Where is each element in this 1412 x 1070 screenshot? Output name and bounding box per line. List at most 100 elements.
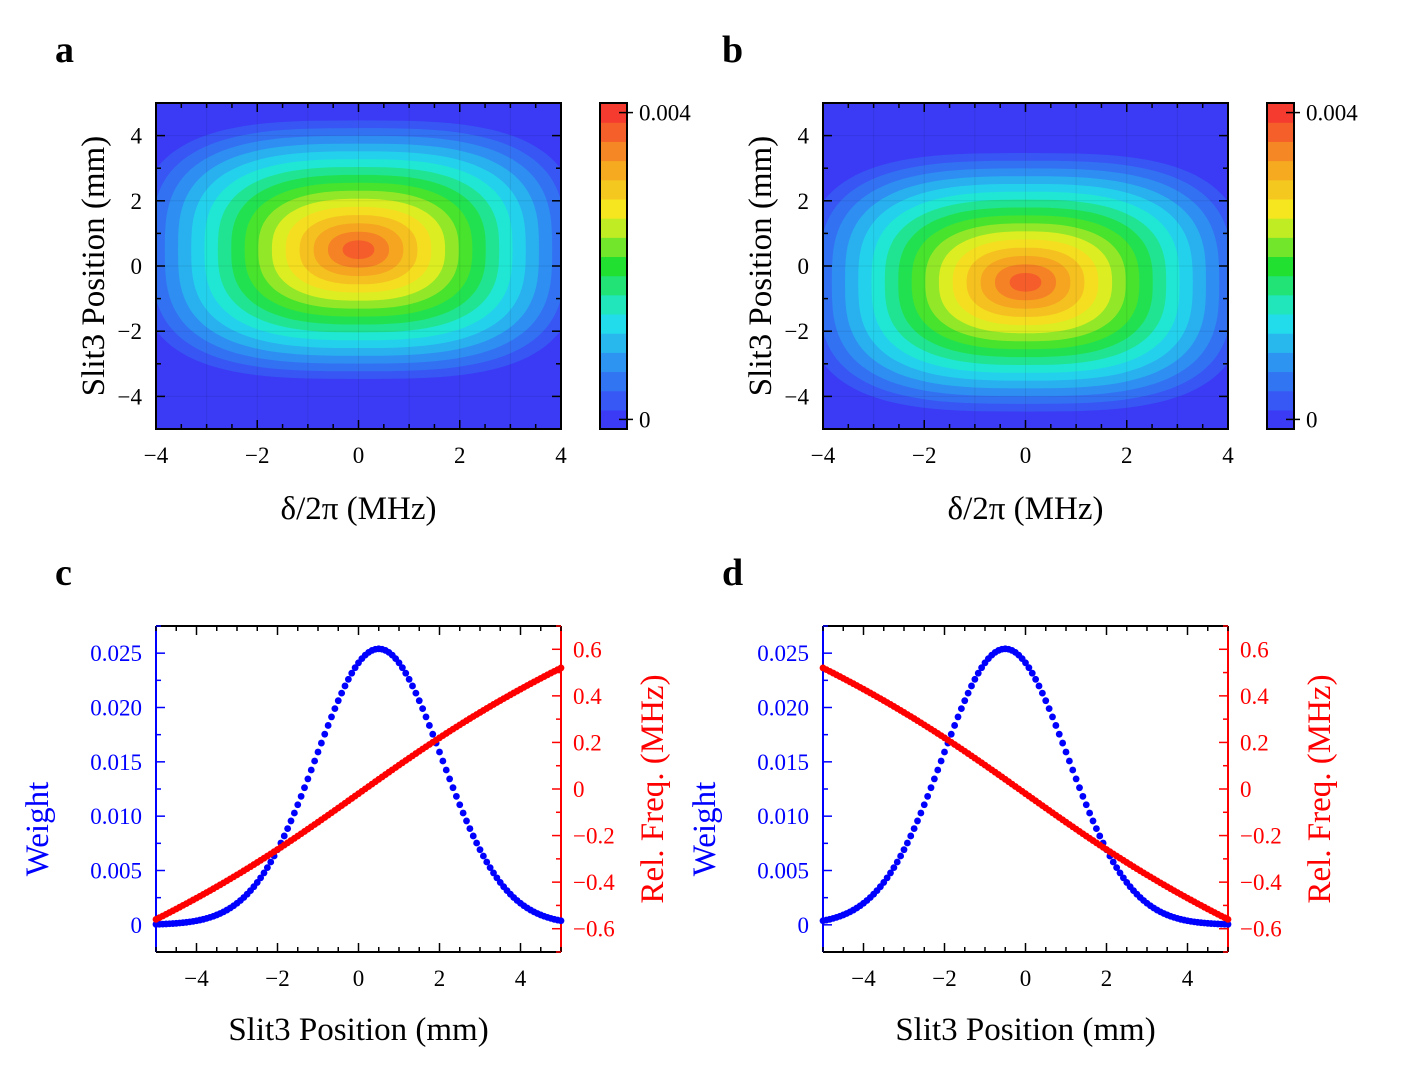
panel-c: −4 −2 0 2 4 0 0.005 0.010 0.015 0.020 0.025 −0.6 −0.… [20, 625, 671, 1048]
left-tick-label: 0.020 [90, 696, 142, 721]
heatmap-a-xtick-label: 4 [555, 443, 567, 468]
heatmap-b-xtick-label: −2 [912, 443, 936, 468]
weight-point [473, 839, 481, 847]
weight-point [466, 825, 474, 832]
right-tick-label: −0.2 [573, 824, 615, 849]
weight-point [456, 801, 464, 809]
scatter-d-xtick-label: 2 [1101, 966, 1113, 991]
left-tick-label: 0.010 [90, 804, 142, 829]
weight-point [267, 858, 275, 866]
weight-point [452, 792, 460, 800]
weight-point [307, 766, 315, 774]
weight-point [941, 748, 948, 756]
weight-point [978, 664, 986, 672]
colorbar-tick-label: 0.004 [639, 101, 691, 126]
weight-point [334, 697, 342, 705]
heatmap-ytick-label: 0 [798, 254, 810, 279]
weight-point [348, 669, 356, 677]
weight-point [317, 739, 325, 747]
colorbar-segment [1267, 141, 1294, 162]
weight-point [469, 832, 477, 840]
weight-point [476, 846, 484, 854]
panel-label-a: a [55, 29, 74, 71]
weight-point [1089, 817, 1097, 825]
weight-point [1042, 697, 1050, 705]
weight-point [1109, 858, 1117, 866]
weight-point [1224, 920, 1232, 928]
weight-point [290, 809, 298, 817]
colorbar-segment [1267, 218, 1294, 238]
weight-point [1076, 784, 1083, 792]
panel-label-b: b [722, 29, 743, 71]
weight-point [890, 864, 898, 872]
y-axis-label: Slit3 Position (mm) [743, 136, 779, 396]
left-tick-label: 0.005 [90, 859, 142, 884]
weight-point [1035, 682, 1043, 690]
weight-point [1028, 669, 1036, 677]
weight-point [436, 748, 443, 756]
colorbar-segment [1267, 333, 1294, 353]
weight-point [419, 705, 427, 713]
weight-point [974, 669, 982, 677]
weight-point [947, 730, 955, 738]
scatter-c-xtick-label: −4 [184, 966, 209, 991]
weight-point [314, 748, 322, 756]
weight-point [914, 817, 921, 825]
weight-point [934, 766, 942, 774]
weight-point [301, 784, 308, 792]
left-tick-label: 0.010 [757, 804, 809, 829]
colorbar-segment [600, 198, 627, 219]
weight-point [341, 682, 349, 690]
weight-point [557, 917, 565, 925]
weight-point [284, 825, 292, 832]
heatmap-ytick-label: 2 [798, 189, 810, 214]
weight-point [1069, 766, 1077, 774]
weight-point [304, 775, 312, 783]
weight-point [930, 775, 938, 783]
scatter-d-xtick-label: −2 [932, 966, 956, 991]
weight-point [412, 689, 420, 697]
x-axis-label: δ/2π (MHz) [948, 491, 1104, 527]
colorbar-frame [1266, 102, 1295, 430]
weight-point [483, 858, 491, 866]
heatmap-a-xtick-label: 2 [454, 443, 466, 468]
weight-point [961, 697, 969, 705]
x-axis-label: Slit3 Position (mm) [228, 1012, 488, 1048]
weight-point [1072, 775, 1080, 783]
scatter-d-xtick-label: 4 [1182, 966, 1194, 991]
weight-point [429, 730, 437, 738]
left-axis-label: Weight [687, 782, 723, 877]
heatmap-b-xtick-label: 0 [1020, 443, 1032, 468]
weight-point [490, 869, 497, 877]
heatmap-ytick-label: 2 [131, 189, 143, 214]
right-tick-label: 0.6 [1240, 637, 1269, 662]
weight-point [1059, 739, 1067, 747]
weight-point [893, 858, 901, 866]
right-tick-label: −0.4 [1240, 870, 1282, 895]
heatmap-ytick-label: 4 [131, 124, 143, 149]
colorbar-segment [1267, 294, 1294, 315]
weight-point [422, 713, 430, 721]
weight-point [957, 705, 965, 713]
panel-label-c: c [55, 552, 72, 594]
colorbar-tick-label: 0 [639, 407, 651, 432]
weight-point [1116, 869, 1124, 877]
weight-point [971, 675, 979, 683]
colorbar-segment [600, 218, 627, 238]
weight-point [897, 852, 905, 860]
weight-point [924, 792, 932, 800]
weight-point [1096, 832, 1104, 840]
weight-point [395, 659, 403, 667]
rel-freq-series [152, 664, 565, 923]
weight-point [1113, 864, 1121, 872]
colorbar-tick-label: 0 [1306, 407, 1318, 432]
colorbar-segment [1267, 256, 1294, 277]
left-tick-label: 0.020 [757, 696, 809, 721]
heatmap-a-xtick-label: 0 [353, 443, 365, 468]
heatmap-ytick-label: −4 [118, 384, 143, 409]
weight-point [415, 697, 423, 705]
heatmap-ytick-label: 0 [131, 254, 143, 279]
right-tick-label: −0.6 [1240, 917, 1282, 942]
right-tick-label: −0.4 [573, 870, 615, 895]
